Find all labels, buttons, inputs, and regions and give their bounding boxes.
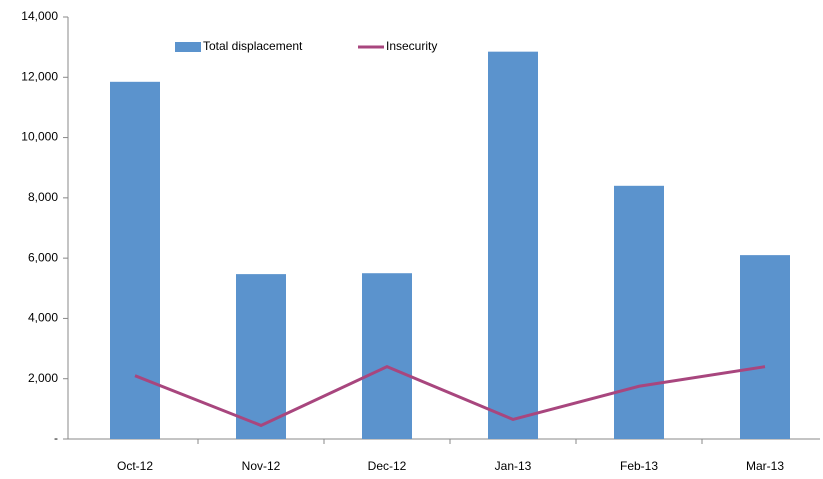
x-tick-label: Feb-13 [620,459,658,473]
y-tick-label: 4,000 [28,311,58,325]
legend-label: Insecurity [386,39,437,53]
y-tick-label: 10,000 [21,130,58,144]
line [134,365,766,428]
y-tick-label: - [54,431,58,445]
y-tick-label: 14,000 [21,9,58,23]
legend-swatch [175,42,201,52]
x-tick-label: Mar-13 [746,459,784,473]
bar [488,51,538,440]
x-tick-label: Dec-12 [368,459,407,473]
y-tick-label: 12,000 [21,69,58,83]
bar [236,274,286,439]
x-tick-label: Jan-13 [495,459,532,473]
y-tick-label: 2,000 [28,371,58,385]
bar [614,185,664,439]
bar [740,255,790,439]
y-tick-label: 6,000 [28,250,58,264]
x-tick-label: Oct-12 [117,459,153,473]
y-tick-label: 8,000 [28,190,58,204]
x-tick-label: Nov-12 [242,459,281,473]
bar [110,81,160,440]
bar [362,273,412,439]
legend-label: Total displacement [203,39,303,53]
